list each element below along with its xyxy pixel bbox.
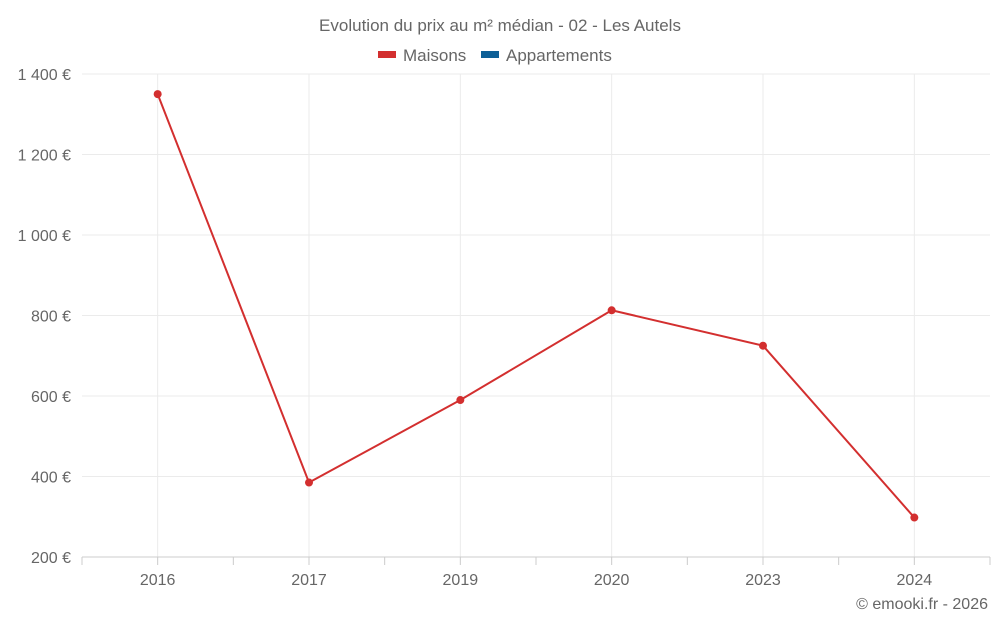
y-tick-label: 400 € [31, 470, 71, 487]
y-tick-label: 600 € [31, 389, 71, 406]
data-point-maisons[interactable] [910, 513, 919, 522]
plot-area [153, 90, 919, 522]
x-tick-label: 2019 [443, 572, 479, 589]
series-line-maisons [156, 93, 916, 519]
credit-text: © emooki.fr - 2026 [856, 596, 988, 613]
x-tick-label: 2024 [897, 572, 933, 589]
data-point-maisons[interactable] [153, 90, 162, 99]
data-point-maisons[interactable] [456, 396, 465, 405]
x-tick-label: 2017 [291, 572, 327, 589]
legend-label-appartements: Appartements [506, 46, 612, 65]
data-point-maisons[interactable] [759, 341, 767, 350]
x-tick-label: 2016 [140, 572, 176, 589]
data-point-maisons[interactable] [607, 306, 616, 315]
legend-swatch-maisons [378, 51, 396, 58]
y-tick-label: 200 € [31, 550, 71, 567]
legend: Maisons Appartements [378, 46, 612, 65]
x-tick-label: 2020 [594, 572, 630, 589]
grid [82, 73, 990, 557]
legend-label-maisons: Maisons [403, 46, 466, 65]
legend-item-maisons[interactable]: Maisons [378, 46, 466, 65]
legend-item-appartements[interactable]: Appartements [481, 46, 612, 65]
y-tick-label: 1 200 € [18, 148, 71, 165]
y-tick-label: 1 000 € [18, 228, 71, 245]
y-tick-label: 1 400 € [18, 67, 71, 84]
chart-title: Evolution du prix au m² médian - 02 - Le… [319, 16, 681, 35]
data-point-maisons[interactable] [305, 478, 313, 487]
x-tick-label: 2023 [745, 572, 781, 589]
legend-swatch-appartements [481, 51, 499, 58]
y-tick-label: 800 € [31, 309, 71, 326]
axes: 200 € 400 € 600 € 800 € 1 000 € 1 200 € 1 400 … [18, 67, 991, 589]
